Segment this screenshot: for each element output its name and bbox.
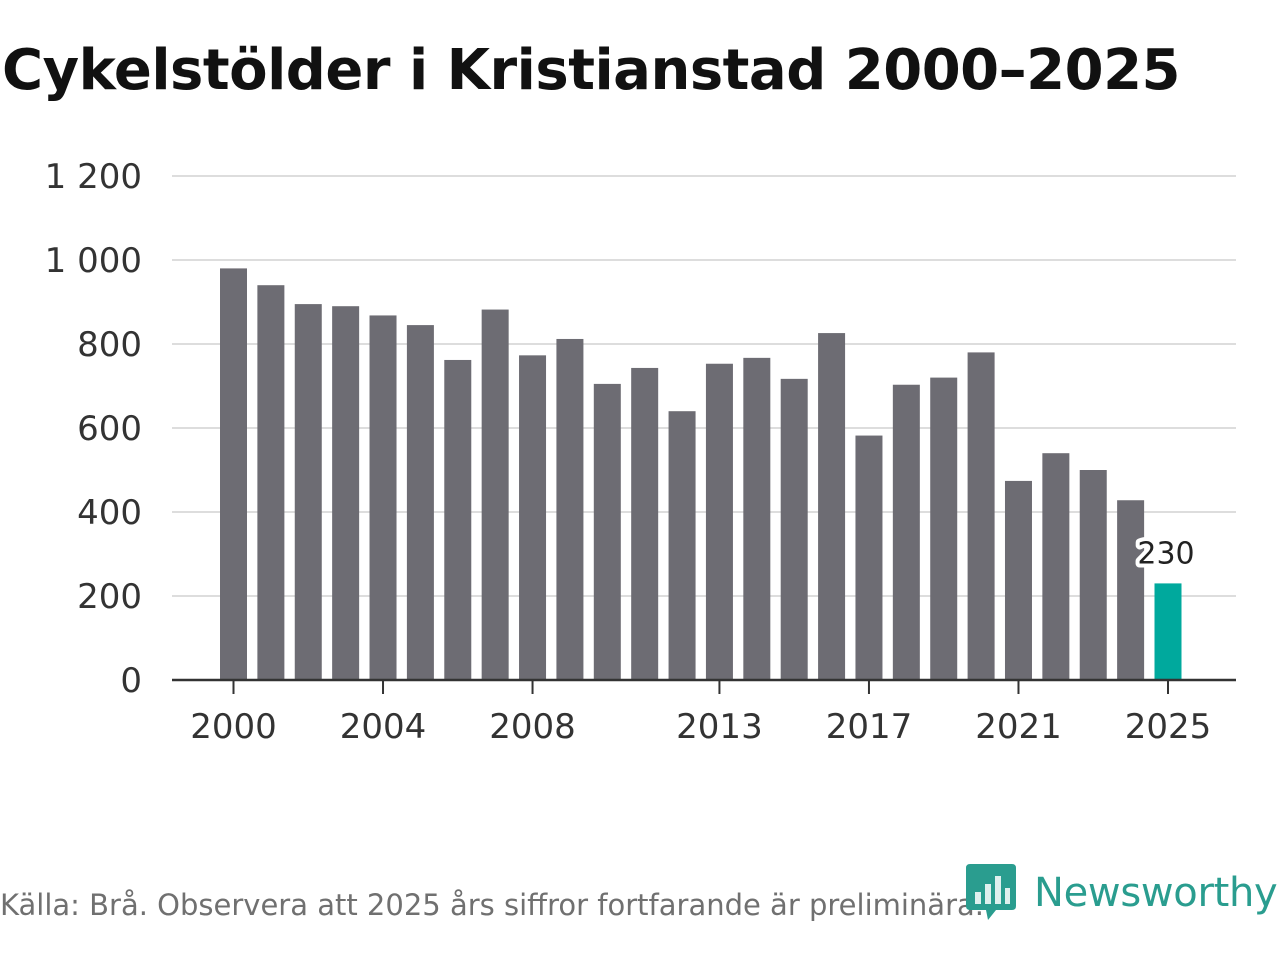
bar xyxy=(519,355,547,680)
bar xyxy=(332,306,360,680)
bar xyxy=(631,367,659,680)
x-tick-label: 2017 xyxy=(826,707,913,747)
y-tick-label: 1 000 xyxy=(45,241,142,281)
x-tick-label: 2004 xyxy=(340,707,427,747)
y-tick-label: 400 xyxy=(77,493,142,533)
bar xyxy=(743,357,771,680)
bar xyxy=(780,378,808,680)
x-tick-label: 2008 xyxy=(489,707,576,747)
bar xyxy=(294,304,322,680)
bar xyxy=(930,377,958,680)
bar xyxy=(892,384,920,680)
y-tick-label: 200 xyxy=(77,577,142,617)
bar xyxy=(481,309,509,680)
bar-chart: 0 200 400 600 800 1 000 1 200 2000 2004 2008 2013 2… xyxy=(45,157,1236,747)
y-tick-label: 600 xyxy=(77,409,142,449)
bar xyxy=(257,285,285,680)
labels: 0 200 400 600 800 1 000 1 200 2000 2004 2008 2013 2… xyxy=(45,157,1212,747)
bar xyxy=(406,325,434,680)
chart-title: Cykelstölder i Kristianstad 2000–2025 xyxy=(2,38,1181,103)
bar xyxy=(1079,470,1107,680)
y-tick-label: 800 xyxy=(77,325,142,365)
bar xyxy=(668,411,696,680)
bar xyxy=(1004,480,1032,680)
bar-highlight xyxy=(1154,583,1182,680)
newsworthy-logo-icon xyxy=(966,864,1016,920)
axes xyxy=(172,678,1236,694)
bar xyxy=(1117,500,1145,680)
data-label: 230 xyxy=(1137,536,1194,571)
bar xyxy=(705,363,733,680)
y-tick-label: 0 xyxy=(120,661,142,701)
x-tick-label: 2000 xyxy=(190,707,277,747)
bars xyxy=(220,268,1182,680)
bar xyxy=(444,359,472,680)
bar xyxy=(855,435,883,680)
brand-name: Newsworthy xyxy=(1034,870,1278,916)
y-tick-label: 1 200 xyxy=(45,157,142,197)
bar xyxy=(818,333,846,680)
x-tick-label: 2025 xyxy=(1125,707,1212,747)
bar xyxy=(220,268,247,680)
source-note: Källa: Brå. Observera att 2025 års siffr… xyxy=(0,888,984,922)
bar xyxy=(369,315,397,680)
bar xyxy=(1042,453,1070,680)
x-tick-label: 2021 xyxy=(975,707,1062,747)
gridlines xyxy=(172,175,1236,597)
bar xyxy=(556,338,584,680)
bar xyxy=(967,352,995,680)
brand-logo: Newsworthy xyxy=(964,862,1278,924)
x-tick-label: 2013 xyxy=(676,707,763,747)
bar xyxy=(593,383,621,680)
